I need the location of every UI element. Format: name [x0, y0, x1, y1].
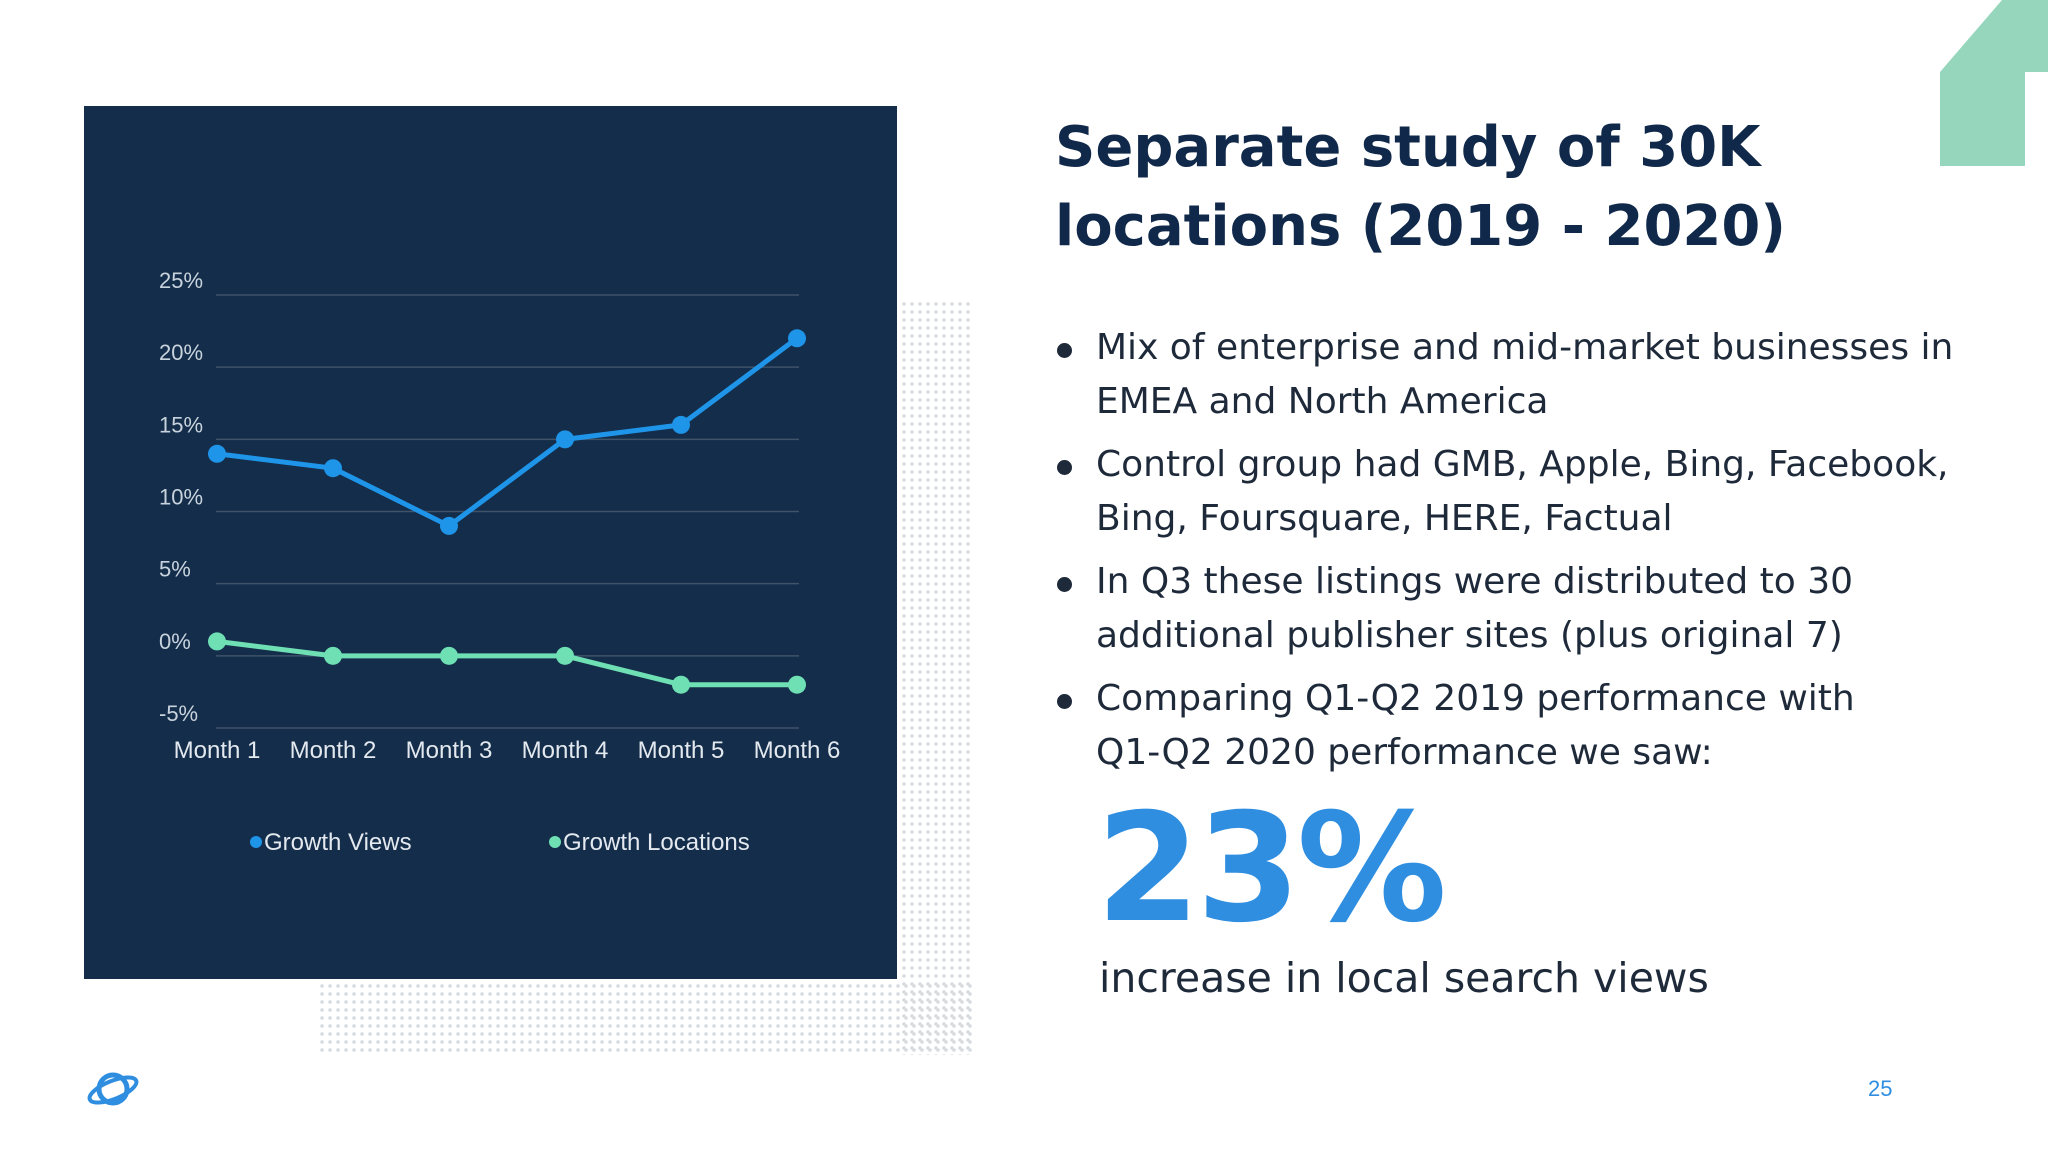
legend-label: Growth Views — [264, 829, 412, 856]
bullet-line: additional publisher sites (plus origina… — [1096, 615, 1843, 656]
x-tick-label: Month 6 — [754, 737, 841, 764]
x-tick-label: Month 4 — [522, 737, 609, 764]
bullet-line: Q1-Q2 2020 performance we saw: — [1096, 732, 1713, 773]
highlight-value: 23% — [1096, 782, 1447, 956]
x-axis-ticks: Month 1 Month 2 Month 3 Month 4 Month 5 Month… — [174, 737, 841, 764]
bullet-line: Bing, Foursquare, HERE, Factual — [1096, 498, 1673, 539]
chart-panel: 25% 20% 15% 10% 5% 0% -5% Month 1 Month 2 Month … — [84, 106, 897, 979]
x-tick-label: Month 2 — [290, 737, 377, 764]
slide-title: Separate study of 30K locations (2019 - … — [1055, 108, 1955, 266]
y-tick-label: -5% — [159, 701, 198, 726]
bullet-dot-icon — [1057, 460, 1072, 475]
x-tick-label: Month 3 — [406, 737, 493, 764]
data-point — [788, 329, 806, 348]
slide-title-line-2: locations (2019 - 2020) — [1055, 194, 1786, 259]
bullet-dot-icon — [1057, 577, 1072, 592]
dot-pattern-bottom — [318, 982, 972, 1055]
bullet-line: In Q3 these listings were distributed to… — [1096, 561, 1854, 602]
bullet-list: Mix of enterprise and mid-market busines… — [1055, 321, 1995, 789]
data-point — [324, 459, 342, 478]
bullet-dot-icon — [1057, 694, 1072, 709]
series-1 — [208, 329, 806, 535]
y-tick-label: 10% — [159, 485, 203, 510]
chart-legend: Growth Views Growth Locations — [250, 829, 750, 856]
data-point — [208, 632, 226, 651]
bullet-item: Comparing Q1-Q2 2019 performance with Q1-… — [1055, 672, 1995, 780]
chart-series — [208, 329, 806, 694]
y-tick-label: 25% — [159, 268, 203, 293]
data-point — [208, 444, 226, 463]
x-tick-label: Month 5 — [638, 737, 725, 764]
y-tick-label: 20% — [159, 340, 203, 365]
bullet-dot-icon — [1057, 343, 1072, 358]
line-chart: 25%20%15%10%5%0%-5% Month 1 Month 2 Month … — [159, 268, 841, 856]
bullet-line: EMEA and North America — [1096, 381, 1549, 422]
data-point — [440, 646, 458, 665]
dot-pattern-right — [900, 300, 972, 1055]
data-point — [324, 646, 342, 665]
chart-grid — [216, 294, 799, 729]
data-point — [672, 675, 690, 694]
slide-title-line-1: Separate study of 30K — [1055, 115, 1761, 180]
x-tick-label: Month 1 — [174, 737, 261, 764]
y-axis-ticks: 25% 20% 15% 10% 5% 0% -5% — [159, 268, 203, 726]
legend-marker-icon — [250, 836, 262, 848]
legend-item: Growth Locations — [549, 829, 750, 856]
series-line — [216, 638, 797, 688]
y-tick-label: 15% — [159, 412, 203, 437]
legend-item: Growth Views — [250, 829, 412, 856]
bullet-item: Mix of enterprise and mid-market busines… — [1055, 321, 1995, 429]
legend-marker-icon — [549, 836, 561, 848]
data-point — [440, 516, 458, 535]
page-number: 25 — [1868, 1076, 1893, 1101]
legend-label: Growth Locations — [563, 829, 750, 856]
data-point — [788, 675, 806, 694]
corner-arrow-icon — [1940, 0, 2048, 166]
bullet-line: Mix of enterprise and mid-market busines… — [1096, 327, 1954, 368]
bullet-item: In Q3 these listings were distributed to… — [1055, 555, 1995, 663]
data-point — [556, 430, 574, 449]
bullet-line: Control group had GMB, Apple, Bing, Face… — [1096, 444, 1949, 485]
highlight-caption: increase in local search views — [1099, 954, 1709, 1002]
bullet-item: Control group had GMB, Apple, Bing, Face… — [1055, 438, 1995, 546]
y-tick-label: 5% — [159, 557, 191, 582]
bullet-line: Comparing Q1-Q2 2019 performance with — [1096, 678, 1855, 719]
series-line — [216, 336, 799, 529]
series-2 — [208, 632, 806, 694]
data-point — [672, 415, 690, 434]
data-point — [556, 646, 574, 665]
y-tick-label: 0% — [159, 629, 191, 654]
planet-logo-icon — [87, 1072, 139, 1106]
